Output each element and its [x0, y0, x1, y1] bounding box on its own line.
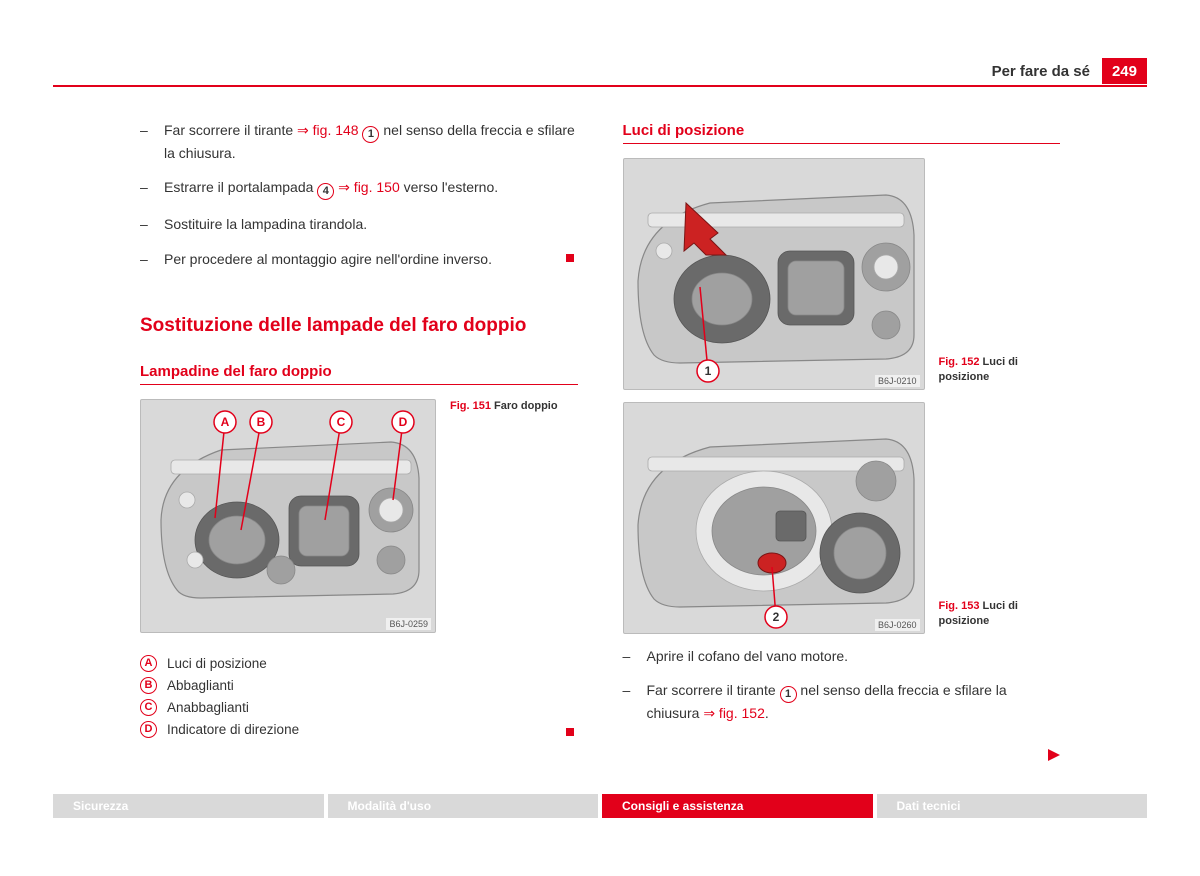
legend-label: Indicatore di direzione [167, 722, 299, 737]
figure-152: 1 B6J-0210 [623, 158, 925, 390]
legend-row: CAnabbaglianti [140, 699, 578, 716]
fig-num: Fig. 151 [450, 400, 491, 412]
fig-title: Faro doppio [494, 400, 558, 412]
ref-number: 4 [317, 183, 334, 200]
section-title: Per fare da sé [992, 58, 1102, 84]
end-marker [566, 254, 574, 262]
legend-row: ALuci di posizione [140, 655, 578, 672]
heading-sub: Lampadine del faro doppio [140, 363, 578, 385]
heading-sub: Luci di posizione [623, 122, 1061, 144]
ref-number: 1 [362, 126, 379, 143]
figure-152-row: 1 B6J-0210 Fig. 152 Luci di posizione [623, 158, 1061, 390]
figure-151: A B C D B6J-0259 [140, 399, 436, 633]
left-column: Far scorrere il tirante ⇒ fig. 148 1 nel… [140, 120, 578, 756]
figure-code: B6J-0260 [875, 619, 920, 631]
steps-list: Far scorrere il tirante ⇒ fig. 148 1 nel… [140, 120, 578, 269]
ref-number: 1 [780, 686, 797, 703]
figure-153-row: 2 B6J-0260 Fig. 153 Luci di posizione [623, 402, 1061, 634]
page-header: Per fare da sé 249 [992, 58, 1147, 84]
step-item: Estrarre il portalampada 4 ⇒ fig. 150 ve… [140, 177, 578, 200]
svg-text:1: 1 [704, 364, 711, 378]
step-text: Far scorrere il tirante [647, 682, 780, 698]
step-item: Sostituire la lampadina tirandola. [140, 214, 578, 234]
fig-ref: ⇒ fig. 150 [334, 179, 399, 195]
continue-icon [1048, 749, 1060, 761]
figure-151-row: A B C D B6J-0259 Fig. 151 Faro doppio [140, 399, 578, 633]
figure-caption: Fig. 151 Faro doppio [450, 399, 558, 413]
svg-text:C: C [337, 415, 346, 429]
tab-dati[interactable]: Dati tecnici [877, 794, 1148, 818]
fig-ref: ⇒ fig. 152 [703, 705, 765, 721]
fig-ref: ⇒ fig. 148 [297, 122, 359, 138]
figure-code: B6J-0210 [875, 375, 920, 387]
legend-row: BAbbaglianti [140, 677, 578, 694]
step-text: Per procedere al montaggio agire nell'or… [164, 251, 492, 267]
figure-caption: Fig. 153 Luci di posizione [939, 599, 1059, 628]
svg-text:D: D [399, 415, 408, 429]
legend-row: DIndicatore di direzione [140, 721, 578, 738]
fig-num: Fig. 152 [939, 356, 980, 368]
legend-label: Abbaglianti [167, 678, 234, 693]
figure-153: 2 B6J-0260 [623, 402, 925, 634]
footer-tabs: Sicurezza Modalità d'uso Consigli e assi… [53, 794, 1147, 818]
fig-num: Fig. 153 [939, 600, 980, 612]
legend-label: Luci di posizione [167, 656, 267, 671]
figure-code: B6J-0259 [386, 618, 431, 630]
step-text: . [765, 705, 769, 721]
step-item: Aprire il cofano del vano motore. [623, 646, 1061, 666]
tab-sicurezza[interactable]: Sicurezza [53, 794, 324, 818]
svg-text:2: 2 [772, 610, 779, 624]
end-marker [566, 728, 574, 736]
step-item: Per procedere al montaggio agire nell'or… [140, 249, 578, 269]
header-rule [53, 85, 1147, 87]
step-item: Far scorrere il tirante ⇒ fig. 148 1 nel… [140, 120, 578, 163]
figure-caption: Fig. 152 Luci di posizione [939, 355, 1059, 384]
heading-section: Sostituzione delle lampade del faro dopp… [140, 315, 578, 337]
step-text: Estrarre il portalampada [164, 179, 317, 195]
legend-label: Anabbaglianti [167, 700, 249, 715]
step-text: Far scorrere il tirante [164, 122, 297, 138]
tab-modalita[interactable]: Modalità d'uso [328, 794, 599, 818]
step-text: verso l'esterno. [400, 179, 498, 195]
right-column: Luci di posizione [623, 120, 1061, 756]
svg-text:A: A [221, 415, 230, 429]
page-number: 249 [1102, 58, 1147, 84]
step-item: Far scorrere il tirante 1 nel senso dell… [623, 680, 1061, 723]
tab-consigli[interactable]: Consigli e assistenza [602, 794, 873, 818]
svg-text:B: B [257, 415, 266, 429]
steps-list: Aprire il cofano del vano motore. Far sc… [623, 646, 1061, 724]
